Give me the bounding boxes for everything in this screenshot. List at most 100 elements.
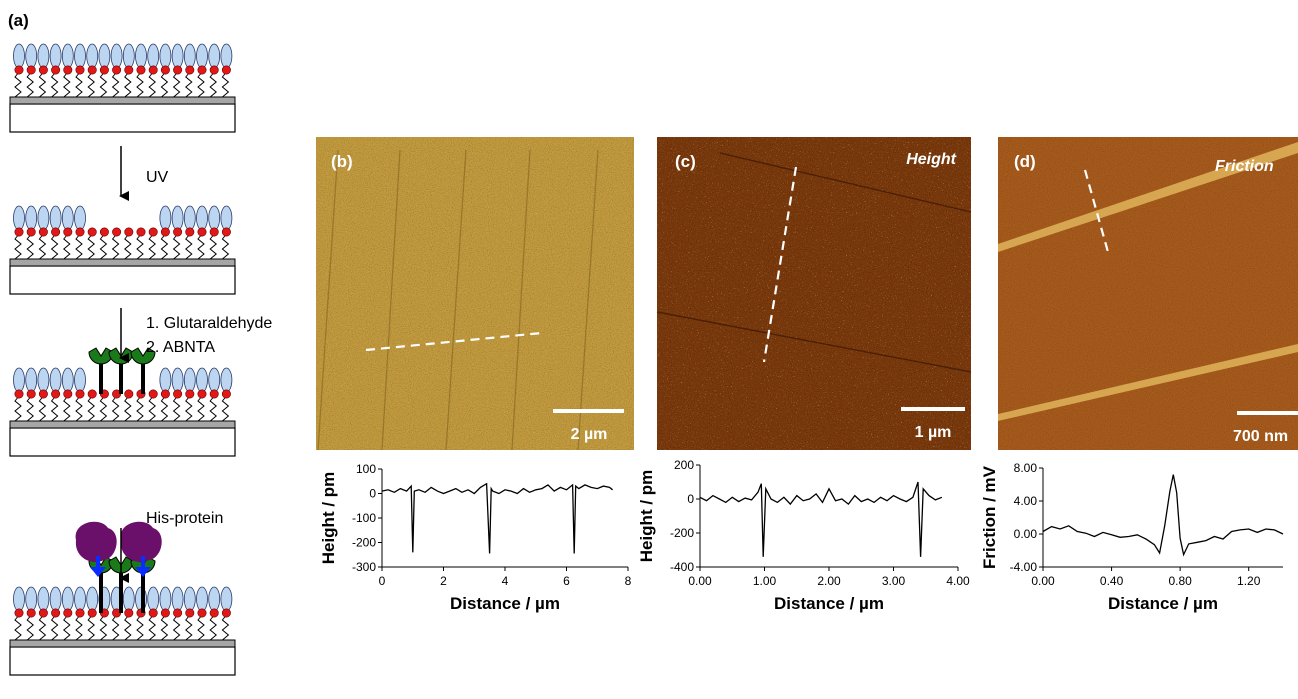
- lipid-headgroup: [208, 205, 221, 231]
- step-label: 2. ABNTA: [146, 339, 215, 356]
- bead: [148, 227, 158, 237]
- lipid-headgroup: [183, 586, 196, 612]
- alkyl-chain: [99, 233, 108, 260]
- bead: [38, 608, 48, 618]
- alkyl-chain: [221, 395, 230, 422]
- afm-image-c-trace-line: [762, 166, 798, 363]
- lipid-headgroup: [122, 43, 135, 69]
- alkyl-chain: [26, 233, 34, 260]
- lipid-headgroup: [220, 586, 233, 612]
- schematic-stack-4: [9, 521, 236, 676]
- lipid-headgroup: [13, 367, 25, 393]
- lipid-headgroup: [171, 586, 184, 612]
- alkyl-chain: [75, 395, 83, 422]
- bead: [160, 227, 170, 237]
- alkyl-chain: [63, 614, 71, 641]
- lipid-headgroup: [196, 205, 208, 231]
- lipid-headgroup: [196, 586, 208, 612]
- his-tag-arrow: [135, 567, 151, 577]
- gold-layer: [9, 258, 236, 267]
- bead: [173, 608, 183, 618]
- schematic-stacks: [9, 43, 236, 676]
- bead: [124, 608, 134, 618]
- lipid-headgroup: [98, 43, 111, 69]
- alkyl-chain: [160, 395, 169, 422]
- bead: [51, 608, 61, 618]
- y-tick-label: 0: [687, 492, 694, 506]
- y-tick-label: -400: [670, 560, 694, 574]
- gold-layer: [9, 96, 236, 105]
- domain-boundary: [577, 149, 599, 451]
- domain-boundary: [445, 149, 467, 451]
- bead: [14, 608, 24, 618]
- alkyl-chain: [38, 614, 47, 641]
- lipid-headgroup: [49, 205, 62, 231]
- afm-image-b: (b) 2 µm: [316, 137, 634, 451]
- afm-image-d-texture: [998, 137, 1298, 450]
- bead: [160, 389, 170, 399]
- alkyl-chain: [99, 614, 108, 641]
- lipid-headgroup: [74, 586, 86, 612]
- step-label: 1. Glutaraldehyde: [146, 315, 272, 332]
- y-tick-label: 0.00: [1014, 527, 1038, 541]
- afm-image-d-scalebar-label: 700 nm: [1233, 428, 1288, 445]
- alkyl-chain: [50, 395, 59, 422]
- alkyl-chain: [38, 71, 47, 98]
- bead: [112, 227, 122, 237]
- x-tick-label: 0.00: [1031, 574, 1055, 588]
- lipid-headgroup: [13, 586, 25, 612]
- bead: [99, 227, 109, 237]
- bead: [75, 65, 85, 75]
- bead: [63, 65, 73, 75]
- lipid-headgroup: [171, 367, 184, 393]
- bead: [75, 608, 85, 618]
- alkyl-chain: [185, 233, 193, 260]
- lipid-headgroup: [208, 367, 221, 393]
- bead: [14, 389, 24, 399]
- alkyl-chain: [148, 233, 156, 260]
- bead: [221, 65, 231, 75]
- alkyl-chain: [63, 71, 71, 98]
- bead: [87, 65, 97, 75]
- x-tick-label: 4: [502, 574, 509, 588]
- bead: [87, 227, 97, 237]
- bead: [63, 608, 73, 618]
- bead: [209, 608, 219, 618]
- schematic-panel-label: (a): [8, 11, 29, 30]
- lipid-headgroup: [25, 43, 38, 69]
- alkyl-chain: [75, 233, 83, 260]
- afm-image-c: (c) Height 1 µm: [656, 137, 972, 450]
- bead: [63, 389, 73, 399]
- x-axis-label: Distance / µm: [450, 594, 560, 613]
- alkyl-chain: [87, 614, 95, 641]
- lipid-headgroup: [61, 43, 74, 69]
- substrate-block: [9, 646, 236, 676]
- profile-chart-d: 8.004.000.00-4.000.00 0.40 0.80 1.20Distanc…: [980, 461, 1284, 613]
- profile-series-line: [1042, 474, 1284, 557]
- alkyl-chain: [63, 233, 71, 260]
- bead: [26, 608, 36, 618]
- bead: [63, 227, 73, 237]
- y-axis-label: Height / pm: [637, 470, 656, 563]
- lipid-headgroup: [183, 205, 196, 231]
- afm-image-c-highlights: [657, 137, 971, 450]
- y-tick-label: 8.00: [1014, 461, 1038, 475]
- bead: [197, 227, 207, 237]
- alkyl-chain: [124, 614, 132, 641]
- alkyl-chain: [185, 614, 193, 641]
- bead: [87, 608, 97, 618]
- bead: [14, 65, 24, 75]
- lipid-headgroup: [220, 205, 233, 231]
- alkyl-chain: [87, 71, 95, 98]
- alkyl-chain: [221, 614, 230, 641]
- lipid-headgroup: [159, 205, 172, 231]
- x-axis-label: Distance / µm: [774, 594, 884, 613]
- schematic-stack-1: [9, 43, 236, 133]
- alkyl-chain: [136, 614, 144, 641]
- lipid-headgroup: [171, 43, 184, 69]
- y-tick-label: -200: [352, 536, 376, 550]
- lipid-headgroup: [159, 367, 172, 393]
- step-label: UV: [146, 169, 169, 186]
